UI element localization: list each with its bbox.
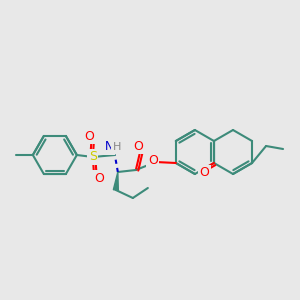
Text: H: H (113, 142, 121, 152)
Polygon shape (113, 172, 118, 190)
Text: O: O (148, 154, 158, 167)
Text: O: O (199, 166, 209, 179)
Text: N: N (104, 140, 113, 154)
Text: S: S (89, 151, 97, 164)
Text: O: O (133, 140, 143, 152)
Text: O: O (84, 130, 94, 142)
Text: O: O (94, 172, 104, 184)
